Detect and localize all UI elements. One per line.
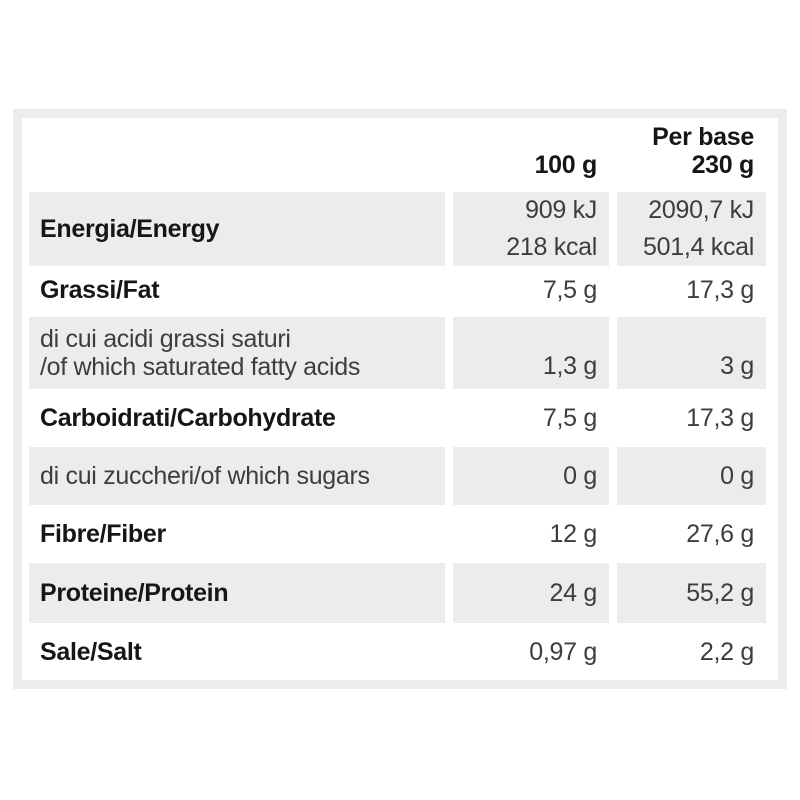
value-100g: 12 g	[549, 520, 598, 548]
row-value-100g: 1,3 g	[453, 317, 609, 389]
row-value-base: 27,6 g	[617, 505, 766, 563]
row-label-cell: Proteine/Protein	[29, 563, 445, 623]
table-header-row: 100 g Per base 230 g	[29, 118, 773, 192]
table-row-protein: Proteine/Protein 24 g 55,2 g	[29, 563, 773, 623]
value-base: 17,3 g	[686, 275, 754, 304]
table-row-energy: Energia/Energy 909 kJ 218 kcal 2090,7 kJ…	[29, 192, 773, 266]
row-label: Proteine/Protein	[40, 579, 229, 607]
row-value-base: 55,2 g	[617, 563, 766, 623]
header-per-base-label: Per base	[652, 123, 754, 151]
value-100g: 1,3 g	[542, 352, 597, 380]
row-label-cell: di cui zuccheri/of which sugars	[29, 447, 445, 505]
row-value-100g: 0 g	[453, 447, 609, 505]
table-row-saturated-fat: di cui acidi grassi saturi /of which sat…	[29, 317, 773, 389]
value-100g: 7,5 g	[542, 404, 597, 432]
row-value-base: 17,3 g	[617, 262, 766, 317]
row-label-cell: Sale/Salt	[29, 623, 445, 680]
value-100g: 0,97 g	[529, 637, 597, 666]
value-base: 0 g	[720, 462, 754, 490]
header-col-100g: 100 g	[453, 118, 609, 192]
header-empty-cell	[29, 118, 445, 192]
row-label: di cui zuccheri/of which sugars	[40, 462, 370, 490]
value-100g: 24 g	[549, 579, 598, 607]
value-kj-100g: 909 kJ	[525, 196, 597, 224]
row-value-base: 0 g	[617, 447, 766, 505]
row-label: di cui acidi grassi saturi	[40, 325, 291, 353]
row-value-100g: 7,5 g	[453, 389, 609, 447]
row-label: Energia/Energy	[40, 215, 220, 243]
row-label: Sale/Salt	[40, 637, 142, 666]
value-base: 27,6 g	[686, 520, 754, 548]
row-label-cell: di cui acidi grassi saturi /of which sat…	[29, 317, 445, 389]
row-label-cell: Grassi/Fat	[29, 262, 445, 317]
value-kj-base: 2090,7 kJ	[648, 196, 754, 224]
row-value-base: 3 g	[617, 317, 766, 389]
row-label: Grassi/Fat	[40, 275, 160, 304]
row-label-cell: Energia/Energy	[29, 192, 445, 266]
row-value-base: 17,3 g	[617, 389, 766, 447]
row-value-base: 2,2 g	[617, 623, 766, 680]
table-row-sugars: di cui zuccheri/of which sugars 0 g 0 g	[29, 447, 773, 505]
value-kcal-base: 501,4 kcal	[643, 233, 754, 261]
row-value-100g: 24 g	[453, 563, 609, 623]
row-value-100g: 12 g	[453, 505, 609, 563]
value-100g: 7,5 g	[542, 275, 597, 304]
row-label-cell: Fibre/Fiber	[29, 505, 445, 563]
value-base: 2,2 g	[699, 637, 754, 666]
value-base: 17,3 g	[686, 404, 754, 432]
row-label-cell: Carboidrati/Carbohydrate	[29, 389, 445, 447]
header-230g-label: 230 g	[691, 151, 755, 179]
row-value-100g: 0,97 g	[453, 623, 609, 680]
row-value-base: 2090,7 kJ 501,4 kcal	[617, 192, 766, 266]
value-base: 55,2 g	[686, 579, 754, 607]
row-value-100g: 7,5 g	[453, 262, 609, 317]
header-col-per-base: Per base 230 g	[617, 118, 766, 192]
value-kcal-100g: 218 kcal	[506, 233, 597, 261]
nutrition-table: 100 g Per base 230 g Energia/Energy 909 …	[13, 109, 787, 689]
row-label: Carboidrati/Carbohydrate	[40, 404, 336, 432]
row-label-line2: /of which saturated fatty acids	[40, 353, 361, 381]
row-label: Fibre/Fiber	[40, 520, 166, 548]
table-row-fat: Grassi/Fat 7,5 g 17,3 g	[29, 262, 773, 317]
table-row-fiber: Fibre/Fiber 12 g 27,6 g	[29, 505, 773, 563]
header-100g-label: 100 g	[534, 151, 598, 179]
row-value-100g: 909 kJ 218 kcal	[453, 192, 609, 266]
value-base: 3 g	[720, 352, 754, 380]
table-row-salt: Sale/Salt 0,97 g 2,2 g	[29, 623, 773, 680]
value-100g: 0 g	[563, 462, 597, 490]
table-row-carbohydrate: Carboidrati/Carbohydrate 7,5 g 17,3 g	[29, 389, 773, 447]
